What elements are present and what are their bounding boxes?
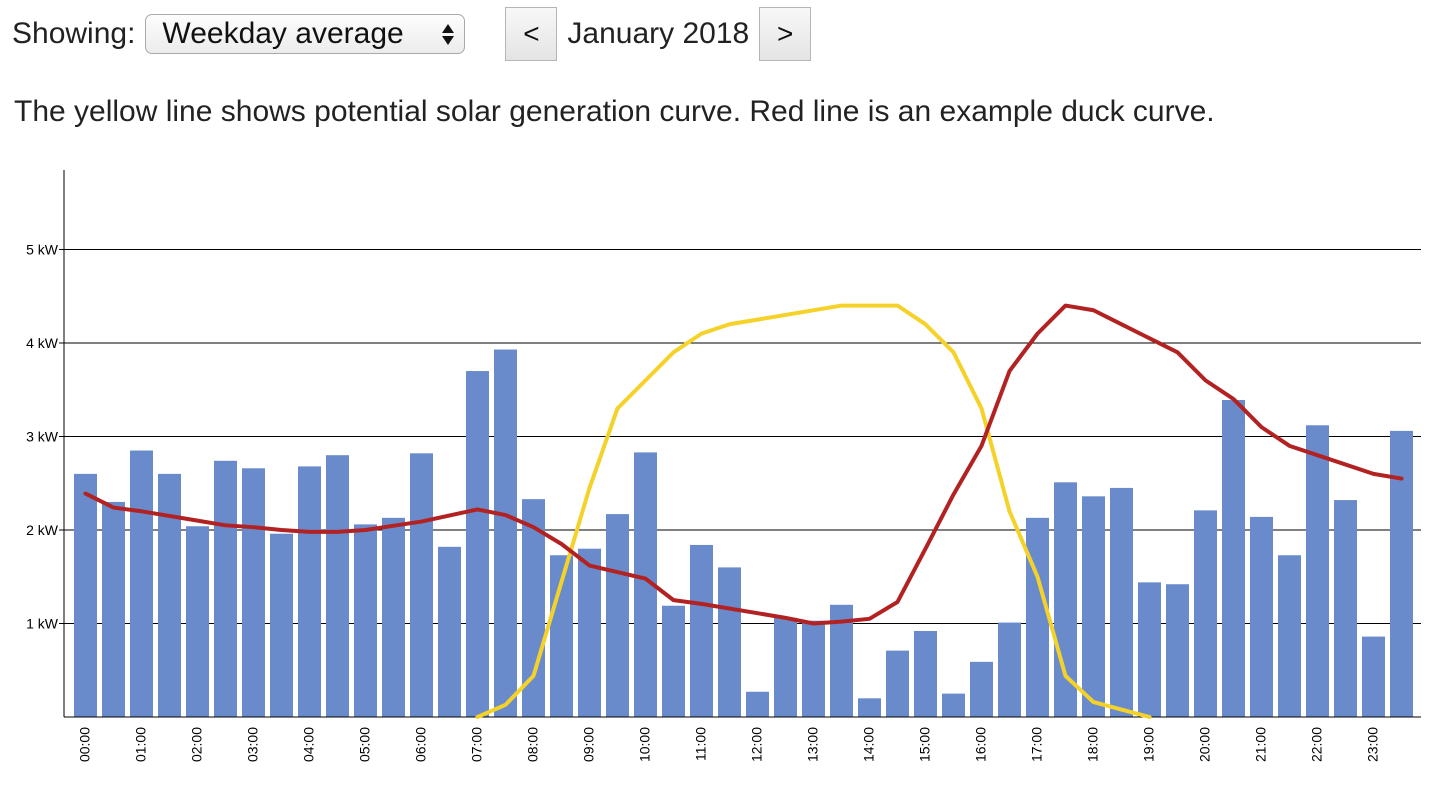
- x-tick-label: 19:00: [1141, 727, 1157, 762]
- bar: [1390, 430, 1413, 717]
- bar: [186, 526, 209, 717]
- bar: [1166, 584, 1189, 717]
- bar: [1138, 582, 1161, 717]
- bar: [242, 468, 265, 717]
- x-tick-label: 03:00: [245, 727, 261, 762]
- view-select-value: Weekday average: [162, 17, 404, 50]
- bar: [494, 349, 517, 717]
- bar: [1278, 555, 1301, 717]
- y-tick-label: 1 kW: [26, 615, 59, 631]
- current-month-label: January 2018: [567, 17, 750, 50]
- x-tick-label: 10:00: [637, 727, 653, 762]
- x-tick-label: 06:00: [413, 727, 429, 762]
- bar: [410, 453, 433, 717]
- bar: [998, 622, 1021, 717]
- bar: [1082, 496, 1105, 717]
- bar: [802, 620, 825, 717]
- bar: [1194, 510, 1217, 717]
- bar: [466, 371, 489, 717]
- x-tick-label: 21:00: [1253, 727, 1269, 762]
- x-tick-label: 13:00: [805, 727, 821, 762]
- bar: [1306, 425, 1329, 717]
- bar: [130, 450, 153, 717]
- y-tick-label: 3 kW: [26, 428, 59, 444]
- chart-description: The yellow line shows potential solar ge…: [14, 95, 1215, 128]
- arrow-up-icon: [442, 23, 455, 33]
- x-tick-label: 04:00: [301, 727, 317, 762]
- showing-label: Showing:: [12, 17, 136, 50]
- bar: [634, 452, 657, 717]
- view-select[interactable]: Weekday average: [145, 14, 466, 54]
- bar: [1026, 517, 1049, 717]
- x-tick-label: 15:00: [917, 727, 933, 762]
- x-tick-label: 20:00: [1197, 727, 1213, 762]
- bar: [830, 604, 853, 717]
- x-tick-label: 02:00: [189, 727, 205, 762]
- bar: [354, 524, 377, 717]
- x-tick-label: 00:00: [77, 727, 93, 762]
- bar: [298, 466, 321, 717]
- select-arrows-icon: [442, 23, 455, 45]
- solar-line: [475, 303, 1152, 719]
- bar: [1250, 516, 1273, 717]
- bar: [158, 473, 181, 717]
- bar: [718, 567, 741, 717]
- bar: [774, 617, 797, 717]
- bar: [102, 501, 125, 717]
- bar: [382, 517, 405, 717]
- bar: [438, 546, 461, 717]
- x-tick-label: 12:00: [749, 727, 765, 762]
- next-month-button[interactable]: >: [759, 7, 812, 61]
- x-tick-label: 08:00: [525, 727, 541, 762]
- bar: [1222, 400, 1245, 717]
- bar: [1110, 487, 1133, 717]
- x-tick-label: 18:00: [1085, 727, 1101, 762]
- view-controls: Showing: Weekday average < January 2018 …: [12, 7, 812, 61]
- x-tick-label: 17:00: [1029, 727, 1045, 762]
- x-tick-label: 05:00: [357, 727, 373, 762]
- bar: [74, 473, 97, 717]
- bar: [1334, 500, 1357, 717]
- bar: [662, 605, 685, 717]
- x-tick-label: 16:00: [973, 727, 989, 762]
- bar: [270, 533, 293, 717]
- duck-curve-line: [83, 303, 1404, 626]
- y-tick-label: 4 kW: [26, 335, 59, 351]
- bar: [886, 650, 909, 717]
- bar: [746, 691, 769, 717]
- bar: [690, 544, 713, 717]
- x-tick-label: 22:00: [1309, 727, 1325, 762]
- bar: [942, 693, 965, 717]
- bar: [578, 548, 601, 717]
- y-tick-label: 2 kW: [26, 522, 59, 538]
- bar: [606, 514, 629, 717]
- bar: [858, 698, 881, 717]
- x-tick-label: 11:00: [693, 727, 709, 761]
- bar: [970, 661, 993, 717]
- bar: [326, 455, 349, 717]
- x-tick-label: 09:00: [581, 727, 597, 762]
- x-tick-label: 01:00: [133, 727, 149, 762]
- y-tick-label: 5 kW: [26, 241, 59, 257]
- arrow-down-icon: [442, 35, 455, 45]
- prev-month-button[interactable]: <: [505, 7, 558, 61]
- bar: [914, 630, 937, 717]
- bar: [1362, 636, 1385, 717]
- x-tick-label: 07:00: [469, 727, 485, 762]
- bar: [214, 460, 237, 717]
- x-tick-label: 14:00: [861, 727, 877, 762]
- x-tick-label: 23:00: [1365, 727, 1381, 762]
